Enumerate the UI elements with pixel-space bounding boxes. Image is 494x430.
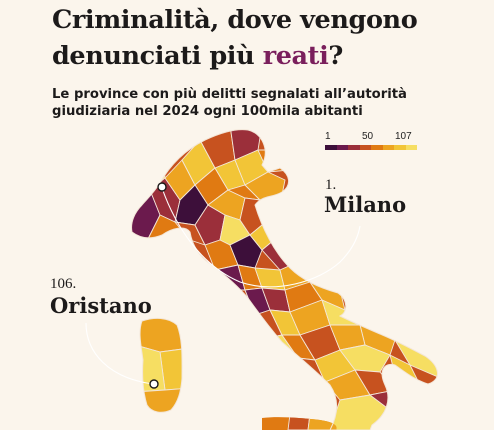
color-legend: 1 50 107 [325, 131, 419, 157]
legend-swatch-6 [394, 145, 406, 150]
subtitle-line-1: Le province con più delitti segnalati al… [52, 87, 407, 102]
legend-swatch-7 [405, 145, 417, 150]
milano-rank: 1. [325, 177, 337, 193]
legend-tick-max: 107 [395, 131, 412, 142]
legend-swatch-0 [325, 145, 337, 150]
oristano-rank: 106. [50, 276, 77, 292]
chart-title: Criminalità, dove vengono denunciati più … [52, 2, 482, 74]
legend-tick-mid: 50 [362, 131, 374, 142]
sardinia-provinces [140, 318, 183, 413]
legend-tick-min: 1 [325, 131, 331, 142]
mainland-coastline [131, 129, 438, 430]
title-accent-word: reati [262, 41, 329, 71]
sardinia-coastline [139, 317, 183, 413]
legend-swatch-4 [371, 145, 383, 150]
legend-swatch-3 [359, 145, 371, 150]
oristano-marker [149, 379, 159, 389]
title-line-1: Criminalità, dove vengono [52, 5, 418, 35]
title-question-mark: ? [328, 41, 343, 71]
legend-color-ramp [325, 145, 417, 150]
milano-marker [157, 182, 167, 192]
legend-swatch-1 [336, 145, 348, 150]
oristano-callout-line [85, 322, 154, 385]
sicily-provinces [262, 417, 337, 430]
chart-subtitle: Le province con più delitti segnalati al… [52, 86, 472, 120]
milano-callout-line [161, 187, 361, 288]
subtitle-line-2: giudiziaria nel 2024 ogni 100mila abitan… [52, 104, 363, 119]
legend-swatch-2 [348, 145, 360, 150]
milano-label: Milano [324, 192, 407, 217]
legend-swatch-5 [382, 145, 394, 150]
oristano-label: Oristano [50, 293, 152, 318]
title-line-2-start: denunciati più [52, 41, 263, 71]
